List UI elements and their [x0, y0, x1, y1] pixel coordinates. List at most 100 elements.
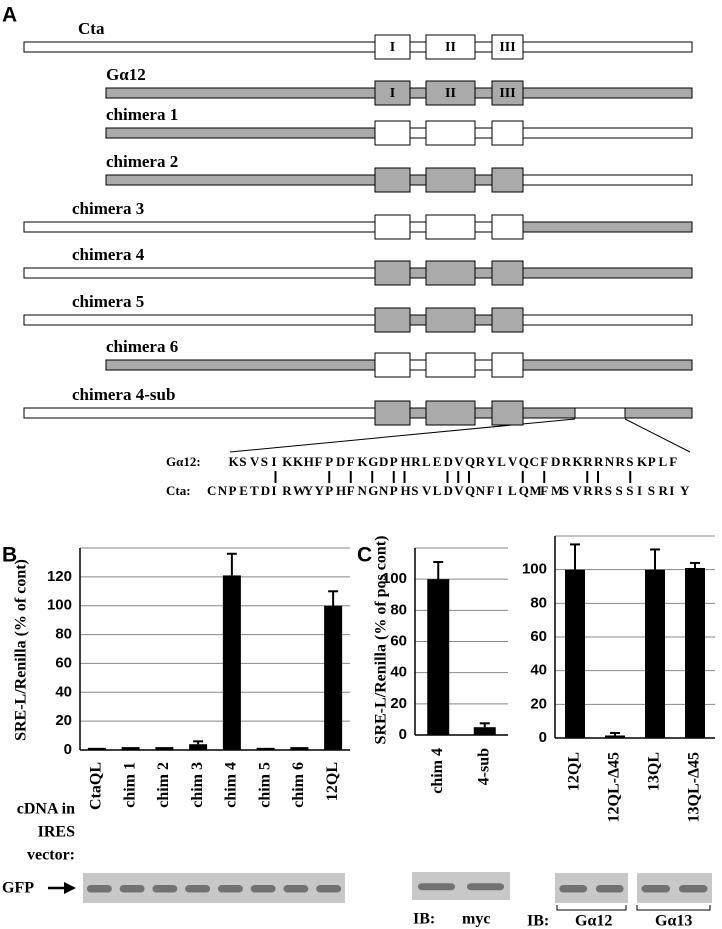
bar: [473, 727, 496, 735]
blot-band: [185, 885, 211, 893]
c-terminus: [522, 314, 693, 326]
domain-box: [374, 352, 411, 378]
bar: [427, 579, 450, 735]
blot-band: [679, 885, 708, 893]
construct-name: chimera 1: [106, 105, 178, 124]
bar: [256, 747, 275, 750]
blot-band: [119, 885, 145, 893]
sequence: KSVSIKKHFPDFKGDPHRLEDVQRYLVQCFDRKRRNRSKP…: [229, 454, 678, 469]
construct-name: chimera 6: [106, 337, 178, 356]
domain-label: III: [499, 86, 515, 101]
domain-box: [491, 400, 524, 426]
blot-label: IB:: [527, 913, 549, 929]
domain-box: [491, 120, 524, 146]
blot-band: [283, 885, 309, 893]
blot-band: [217, 885, 243, 893]
x-tick-label: chim 4: [223, 762, 240, 808]
domain-label: II: [445, 86, 456, 101]
domain-box: [425, 352, 476, 378]
blot-band: [250, 885, 276, 893]
c-terminus: [522, 359, 693, 371]
bar: [121, 747, 140, 750]
domain-box: [374, 214, 411, 240]
c-terminus: [522, 87, 693, 99]
blot-label: GFP: [2, 880, 34, 897]
blot-band: [466, 883, 505, 891]
y-tick-label: 0: [64, 741, 72, 758]
blot-band: [316, 885, 342, 893]
construct-name: Cta: [78, 19, 105, 38]
x-tick-label: chim 4: [429, 748, 446, 794]
bar: [565, 569, 585, 738]
bar: [189, 744, 208, 750]
domain-box: [374, 307, 411, 333]
y-tick-label: 20: [55, 712, 72, 729]
x-tick-label: 13QL: [646, 752, 663, 791]
blot-label: Gα12: [575, 913, 612, 929]
n-terminus: [105, 359, 376, 371]
bar: [222, 575, 241, 750]
y-tick-label: 60: [530, 628, 547, 645]
construct-name: chimera 4: [72, 245, 145, 264]
construct-name: chimera 3: [72, 199, 144, 218]
blot-band: [595, 885, 624, 893]
n-terminus: [23, 221, 376, 233]
n-terminus: [105, 174, 376, 186]
domain-box: [374, 34, 411, 60]
domain-label: III: [499, 40, 515, 55]
c-terminus: [522, 407, 576, 419]
x-tick-label: 4-sub: [475, 748, 492, 785]
y-tick-label: 100: [47, 597, 72, 614]
domain-label: II: [445, 40, 456, 55]
y-tick-label: 40: [55, 683, 72, 700]
x-tick-label: 13QL-Δ45: [686, 752, 703, 822]
y-tick-label: 60: [390, 632, 407, 649]
c-terminus: [522, 221, 693, 233]
blot-label: Gα13: [655, 913, 692, 929]
domain-box: [374, 167, 411, 193]
x-axis-title: vector:: [27, 847, 75, 864]
blot-label: myc: [462, 911, 490, 928]
n-terminus: [23, 267, 376, 279]
construct-name: Gα12: [106, 65, 146, 84]
domain-box: [491, 214, 524, 240]
x-tick-label: chim 6: [290, 762, 307, 808]
bar: [324, 605, 343, 750]
domain-box: [374, 120, 411, 146]
c-terminus: [624, 407, 693, 419]
blot-band: [86, 885, 112, 893]
y-tick-label: 80: [530, 594, 547, 611]
domain-box: [374, 260, 411, 286]
n-terminus: [23, 314, 376, 326]
construct-name: chimera 2: [106, 152, 178, 171]
domain-box: [491, 167, 524, 193]
domain-box: [425, 120, 476, 146]
n-terminus: [23, 407, 376, 419]
y-tick-label: 40: [530, 662, 547, 679]
sequence: CNPETDIRWYYPHFNGNPHSVLDVQNFILQMFMSVRRSSS…: [207, 483, 690, 498]
domain-box: [491, 34, 524, 60]
blot-band: [417, 883, 456, 891]
bar: [87, 747, 106, 750]
y-tick-label: 20: [390, 695, 407, 712]
construct-name: chimera 4-sub: [72, 385, 175, 404]
substitution: [574, 407, 626, 419]
y-tick-label: 40: [390, 664, 407, 681]
domain-box: [425, 167, 476, 193]
domain-label: I: [390, 40, 395, 55]
zoom-line: [624, 418, 691, 453]
domain-box: [425, 307, 476, 333]
c-terminus: [522, 267, 693, 279]
x-tick-label: chim 1: [121, 762, 138, 808]
panel-label: C: [357, 544, 372, 567]
bracket: [556, 905, 711, 911]
c-terminus: [522, 127, 693, 139]
y-axis-title: SRE-L/Renilla (% of pos cont): [373, 536, 390, 745]
domain-box: [491, 260, 524, 286]
domain-box: [491, 80, 524, 106]
x-tick-label: chim 3: [189, 762, 206, 808]
domain-box: [374, 80, 411, 106]
domain-box: [425, 34, 476, 60]
y-tick-label: 80: [390, 601, 407, 618]
y-tick-label: 20: [530, 695, 547, 712]
